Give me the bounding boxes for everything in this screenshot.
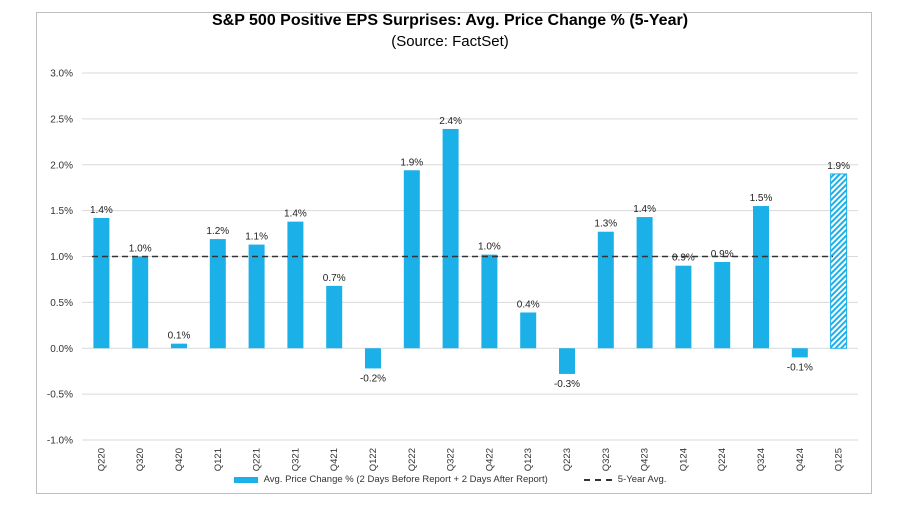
bar-Q224 <box>714 262 731 349</box>
bar-Q121 <box>209 239 226 349</box>
chart-subtitle: (Source: FactSet) <box>391 33 509 50</box>
chart-title: S&P 500 Positive EPS Surprises: Avg. Pri… <box>211 12 689 29</box>
data-label: 2.4% <box>439 116 462 127</box>
legend-item-bars: Avg. Price Change % (2 Days Before Repor… <box>233 474 548 485</box>
data-label: 1.9% <box>400 157 423 168</box>
data-label: 1.2% <box>206 226 229 237</box>
bar-Q420 <box>171 343 187 349</box>
y-tick-label: -1.0% <box>47 436 73 447</box>
chart-legend: Avg. Price Change % (2 Days Before Repor… <box>0 474 900 485</box>
x-tick-label: Q220 <box>96 448 107 471</box>
x-tick-label: Q321 <box>290 448 301 471</box>
y-tick-label: 1.0% <box>50 252 73 263</box>
x-tick-label: Q123 <box>523 448 534 471</box>
data-label: 1.4% <box>90 205 113 216</box>
y-tick-label: -0.5% <box>47 390 73 401</box>
bar-Q221 <box>248 244 265 349</box>
y-tick-label: 3.0% <box>50 69 73 80</box>
x-tick-label: Q420 <box>174 448 185 471</box>
data-label: 0.4% <box>517 299 540 310</box>
data-label: -0.1% <box>787 362 813 373</box>
legend-bar-label: Avg. Price Change % (2 Days Before Repor… <box>263 474 548 485</box>
y-tick-label: 0.5% <box>50 298 73 309</box>
data-label: 1.3% <box>594 219 617 230</box>
legend-item-avg: 5-Year Avg. <box>583 474 667 485</box>
bar-Q320 <box>132 256 149 349</box>
bar-Q324 <box>753 206 769 349</box>
bar-Q124 <box>675 265 692 349</box>
bar-Q220 <box>93 217 110 349</box>
x-tick-label: Q223 <box>562 448 573 471</box>
bar-Q422 <box>481 254 498 349</box>
bar-Q222 <box>403 170 420 349</box>
bar-Q421 <box>326 285 343 349</box>
x-tick-label: Q222 <box>407 448 418 471</box>
data-label: 1.5% <box>750 193 773 204</box>
x-tick-label: Q122 <box>368 448 379 471</box>
x-tick-label: Q323 <box>601 448 612 471</box>
data-label: 1.1% <box>245 232 268 243</box>
x-tick-label: Q320 <box>135 448 146 471</box>
bar-Q323 <box>597 231 614 349</box>
y-tick-label: 1.5% <box>50 206 73 217</box>
x-tick-label: Q423 <box>640 448 651 471</box>
bar-Q321 <box>287 221 304 349</box>
data-label: 1.0% <box>478 242 501 253</box>
data-label: 0.7% <box>323 273 346 284</box>
bar-Q125 <box>830 173 848 349</box>
y-tick-label: 2.5% <box>50 114 73 125</box>
y-tick-label: 0.0% <box>50 344 73 355</box>
x-tick-label: Q224 <box>717 448 728 471</box>
x-tick-label: Q424 <box>795 448 806 471</box>
data-label: -0.2% <box>360 373 386 384</box>
data-label: -0.3% <box>554 379 580 390</box>
bar-Q424 <box>791 348 808 358</box>
x-tick-label: Q125 <box>834 448 845 471</box>
data-label: 0.9% <box>711 249 734 260</box>
x-tick-label: Q422 <box>484 448 495 471</box>
x-tick-label: Q121 <box>213 448 224 471</box>
data-label: 1.9% <box>827 161 850 172</box>
bar-Q322 <box>442 128 459 349</box>
legend-avg-swatch <box>583 478 612 481</box>
data-label: 0.1% <box>168 331 191 342</box>
x-tick-label: Q221 <box>252 448 263 471</box>
legend-avg-label: 5-Year Avg. <box>617 474 667 485</box>
x-tick-label: Q421 <box>329 448 340 471</box>
x-tick-label: Q324 <box>756 448 767 471</box>
bar-Q423 <box>636 217 653 349</box>
x-tick-label: Q322 <box>446 448 457 471</box>
y-tick-label: 2.0% <box>50 160 73 171</box>
data-label: 1.4% <box>633 204 656 215</box>
bar-Q223 <box>559 348 575 374</box>
data-label: 0.9% <box>672 253 695 264</box>
legend-bar-swatch <box>233 476 258 483</box>
data-label: 1.0% <box>129 244 152 255</box>
x-tick-label: Q124 <box>678 448 689 471</box>
bar-Q122 <box>365 348 381 369</box>
data-label: 1.4% <box>284 209 307 220</box>
bar-Q123 <box>520 312 537 349</box>
